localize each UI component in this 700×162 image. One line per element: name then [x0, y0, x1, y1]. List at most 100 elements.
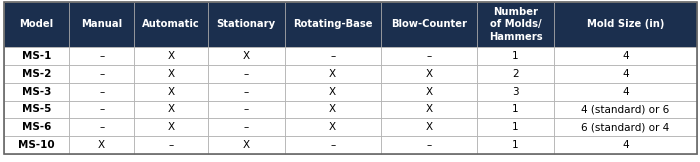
Bar [134, 65, 208, 83]
Bar [4, 47, 69, 65]
Bar [477, 65, 554, 83]
Text: –: – [99, 122, 104, 132]
Bar [69, 83, 134, 101]
Bar [134, 83, 208, 101]
Text: –: – [99, 51, 104, 61]
Bar [134, 118, 208, 136]
Bar [207, 136, 284, 154]
Bar [207, 118, 284, 136]
Bar [207, 101, 284, 118]
Text: 6 (standard) or 4: 6 (standard) or 4 [581, 122, 669, 132]
Text: X: X [167, 51, 174, 61]
Text: –: – [244, 87, 248, 97]
Text: –: – [426, 140, 431, 150]
Bar [284, 2, 381, 47]
Bar [207, 2, 284, 47]
Bar [284, 136, 381, 154]
Text: Number
of Molds/
Hammers: Number of Molds/ Hammers [489, 7, 542, 42]
Bar [284, 83, 381, 101]
Bar [381, 118, 477, 136]
Text: X: X [329, 122, 336, 132]
Text: X: X [98, 140, 105, 150]
Bar [554, 47, 696, 65]
Bar [4, 2, 69, 47]
Bar [477, 2, 554, 47]
Bar [134, 2, 208, 47]
Bar [477, 136, 554, 154]
Bar [4, 118, 69, 136]
Bar [554, 65, 696, 83]
Bar [284, 101, 381, 118]
Text: Manual: Manual [81, 19, 122, 29]
Bar [381, 83, 477, 101]
Bar [134, 101, 208, 118]
Bar [381, 2, 477, 47]
Text: X: X [167, 87, 174, 97]
Text: Blow-Counter: Blow-Counter [391, 19, 467, 29]
Bar [381, 136, 477, 154]
Bar [381, 47, 477, 65]
Text: 4: 4 [622, 69, 629, 79]
Bar [4, 65, 69, 83]
Bar [134, 136, 208, 154]
Bar [554, 83, 696, 101]
Text: 4: 4 [622, 87, 629, 97]
Bar [207, 83, 284, 101]
Text: 1: 1 [512, 104, 519, 115]
Text: –: – [244, 104, 248, 115]
Bar [477, 47, 554, 65]
Text: X: X [426, 104, 433, 115]
Text: X: X [242, 140, 250, 150]
Text: –: – [244, 122, 248, 132]
Bar [477, 83, 554, 101]
Text: 3: 3 [512, 87, 519, 97]
Text: MS-6: MS-6 [22, 122, 51, 132]
Bar [207, 65, 284, 83]
Text: X: X [329, 69, 336, 79]
Bar [134, 47, 208, 65]
Bar [554, 2, 696, 47]
Bar [4, 101, 69, 118]
Text: Mold Size (in): Mold Size (in) [587, 19, 664, 29]
Text: X: X [167, 122, 174, 132]
Text: X: X [426, 122, 433, 132]
Text: X: X [329, 104, 336, 115]
Text: –: – [244, 69, 248, 79]
Text: Model: Model [19, 19, 53, 29]
Text: 4: 4 [622, 51, 629, 61]
Bar [4, 136, 69, 154]
Bar [381, 101, 477, 118]
Bar [284, 47, 381, 65]
Text: MS-3: MS-3 [22, 87, 51, 97]
Text: X: X [167, 104, 174, 115]
Text: –: – [426, 51, 431, 61]
Bar [284, 65, 381, 83]
Bar [554, 136, 696, 154]
Text: Automatic: Automatic [142, 19, 200, 29]
Bar [69, 2, 134, 47]
Bar [69, 101, 134, 118]
Bar [554, 101, 696, 118]
Text: X: X [242, 51, 250, 61]
Text: –: – [330, 51, 335, 61]
Text: –: – [99, 87, 104, 97]
Text: 4 (standard) or 6: 4 (standard) or 6 [581, 104, 669, 115]
Bar [477, 101, 554, 118]
Text: –: – [330, 140, 335, 150]
Text: Stationary: Stationary [216, 19, 276, 29]
Text: X: X [167, 69, 174, 79]
Text: –: – [99, 69, 104, 79]
Bar [69, 136, 134, 154]
Bar [4, 83, 69, 101]
Text: 1: 1 [512, 122, 519, 132]
Bar [284, 118, 381, 136]
Text: –: – [99, 104, 104, 115]
Text: X: X [426, 87, 433, 97]
Bar [554, 118, 696, 136]
Text: X: X [329, 87, 336, 97]
Text: –: – [168, 140, 174, 150]
Text: 4: 4 [622, 140, 629, 150]
Text: MS-10: MS-10 [18, 140, 55, 150]
Text: MS-2: MS-2 [22, 69, 51, 79]
Bar [207, 47, 284, 65]
